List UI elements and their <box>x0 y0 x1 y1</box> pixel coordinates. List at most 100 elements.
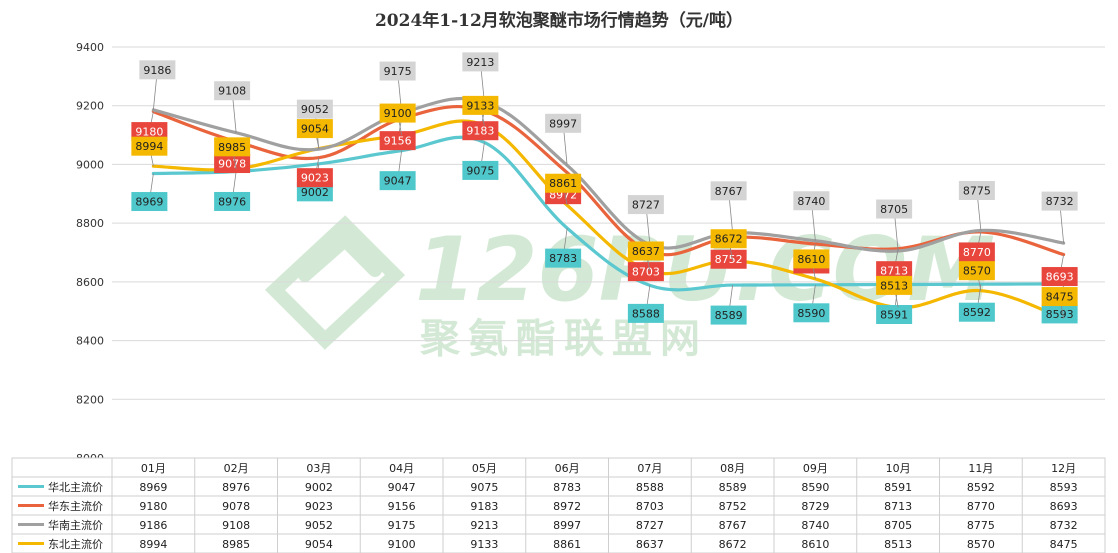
chart-title: 2024年1-12月软泡聚醚市场行情趋势（元/吨） <box>375 10 743 31</box>
data-label-box <box>793 303 830 323</box>
table-cell: 9180 <box>139 500 167 513</box>
data-label-text: 8976 <box>218 195 246 208</box>
table-cell: 9054 <box>305 538 333 551</box>
series-labels: 9186 9108 9052 9175 9213 8997 8727 8767 8740 8705… <box>139 52 1078 252</box>
data-label: 8775 <box>958 180 995 231</box>
y-tick-label: 8600 <box>76 276 104 289</box>
table-cell: 8783 <box>553 481 581 494</box>
data-label-text: 8610 <box>797 253 825 266</box>
y-axis: 80008200840086008800900092009400 <box>76 41 104 465</box>
data-label-text: 8591 <box>880 308 908 321</box>
data-label: 8591 <box>876 284 913 324</box>
data-label-text: 8985 <box>218 141 246 154</box>
table-cell: 9078 <box>222 500 250 513</box>
category-label: 05月 <box>472 462 497 475</box>
data-label-text: 8637 <box>632 245 660 258</box>
data-label-text: 9100 <box>384 107 412 120</box>
data-label-text: 8593 <box>1046 308 1074 321</box>
data-label-text: 9047 <box>384 175 412 188</box>
category-label: 03月 <box>306 462 331 475</box>
table-cell: 8610 <box>801 538 829 551</box>
data-label-text: 8740 <box>797 195 825 208</box>
data-label-box <box>296 99 333 119</box>
data-label-text: 8713 <box>880 265 908 278</box>
data-label-text: 9078 <box>218 158 246 171</box>
data-label: 9175 <box>379 61 416 114</box>
data-labels: 8969 8976 9002 9047 9075 8783 8588 8589 8590 8591… <box>131 52 1078 325</box>
table-cell: 9186 <box>139 519 167 532</box>
data-label: 8994 <box>131 136 168 167</box>
table-cell: 8705 <box>884 519 912 532</box>
data-label: 9133 <box>462 95 499 126</box>
data-table: 01月 02月 03月 04月 05月 06月 07月 08月 09月 10月 11月 12月华北主流… <box>11 457 1106 553</box>
data-label-text: 9213 <box>466 56 494 69</box>
table-cell: 8592 <box>967 481 995 494</box>
data-label: 8513 <box>876 275 913 308</box>
data-label-text: 8570 <box>963 265 991 278</box>
category-label: 11月 <box>968 462 993 475</box>
watermark-logo-icon <box>264 215 406 350</box>
data-label-box <box>214 191 251 211</box>
data-label-text: 8672 <box>715 233 743 246</box>
data-label: 8732 <box>1041 191 1078 244</box>
table-cell: 8590 <box>801 481 829 494</box>
data-label-text: 8997 <box>549 117 577 130</box>
table-cell: 9023 <box>305 500 333 513</box>
data-label-text: 8732 <box>1046 195 1074 208</box>
data-label-box <box>958 261 995 281</box>
series-line <box>151 104 1066 257</box>
data-label-box <box>1041 191 1078 211</box>
data-label-box <box>876 261 913 281</box>
table-cell: 8570 <box>967 538 995 551</box>
series-line <box>151 96 1066 253</box>
data-table-frame <box>11 457 1106 553</box>
category-label: 09月 <box>803 462 828 475</box>
category-label: 01月 <box>141 462 166 475</box>
data-label: 9075 <box>462 142 499 180</box>
data-label: 8610 <box>793 249 830 279</box>
data-label-text: 8770 <box>963 246 991 259</box>
y-tick-label: 8800 <box>76 217 104 230</box>
data-label: 8672 <box>710 229 747 261</box>
data-label-box <box>627 195 664 215</box>
data-label: 8593 <box>1041 283 1078 324</box>
table-cell: 8861 <box>553 538 581 551</box>
table-cell: 9156 <box>388 500 416 513</box>
data-label-text: 8592 <box>963 306 991 319</box>
table-cell: 9108 <box>222 519 250 532</box>
data-label-text: 9180 <box>135 126 163 139</box>
data-label-box <box>876 199 913 219</box>
table-cell: 8475 <box>1050 538 1078 551</box>
data-label-text: 8588 <box>632 307 660 320</box>
table-cell: 9213 <box>470 519 498 532</box>
data-label: 9156 <box>379 118 416 151</box>
table-cell: 8770 <box>967 500 995 513</box>
table-cell: 8703 <box>636 500 664 513</box>
table-cell: 9002 <box>305 481 333 494</box>
table-cell: 8775 <box>967 519 995 532</box>
legend-entry: 华南主流价 <box>48 518 103 532</box>
data-label-text: 8703 <box>632 266 660 279</box>
table-cell: 8513 <box>884 538 912 551</box>
data-label: 8637 <box>627 241 664 272</box>
data-label: 8592 <box>958 284 995 322</box>
table-cell: 8985 <box>222 538 250 551</box>
data-label-text: 9186 <box>143 64 171 77</box>
data-label-text: 8475 <box>1046 291 1074 304</box>
table-cell: 9100 <box>388 538 416 551</box>
data-label: 8589 <box>710 285 747 325</box>
data-label: 9183 <box>462 110 499 141</box>
data-label-box <box>876 275 913 295</box>
data-label-box <box>1041 304 1078 324</box>
data-label-box <box>545 113 582 133</box>
data-label: 8976 <box>214 171 251 211</box>
category-label: 12月 <box>1051 462 1076 475</box>
data-label-box <box>958 302 995 322</box>
data-label-text: 8589 <box>715 309 743 322</box>
data-label: 8570 <box>958 261 995 291</box>
category-label: 10月 <box>886 462 911 475</box>
category-label: 04月 <box>389 462 414 475</box>
y-tick-label: 8400 <box>76 335 104 348</box>
legend-entry: 东北主流价 <box>48 537 103 551</box>
data-label-box <box>627 303 664 323</box>
